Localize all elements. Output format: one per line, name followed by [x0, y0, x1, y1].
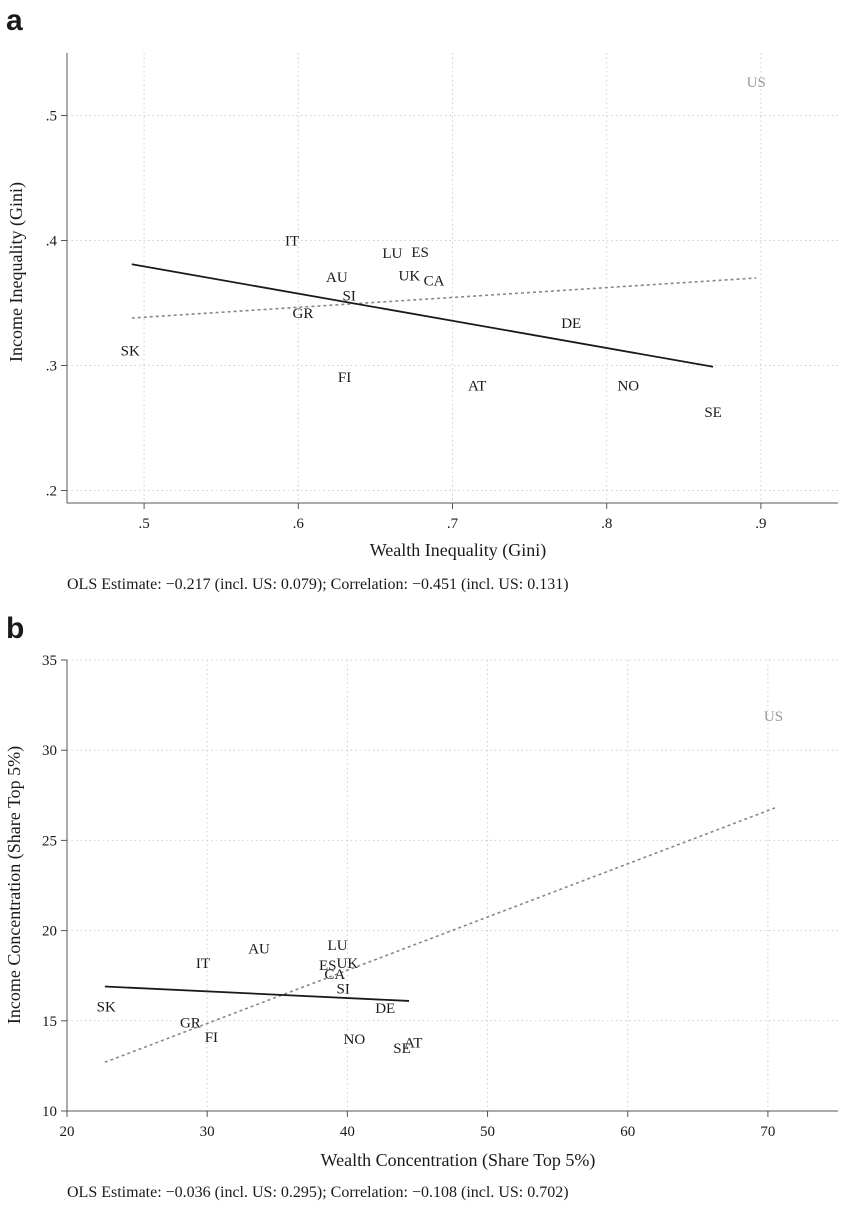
x-tick-label: .7: [447, 516, 459, 532]
point-label-ca: CA: [424, 274, 445, 290]
y-tick-label: 15: [42, 1014, 57, 1030]
x-tick-label: 60: [620, 1124, 635, 1140]
panel-b: b 20 30 40 50 60 70 10 15 20 25 30 35 US LU AU IT ES UKC…: [4, 612, 838, 1201]
y-tick-label: 35: [42, 653, 57, 669]
panel-a-axes: .5 .6 .7 .8 .9 .2 .3 .4 .5: [46, 53, 838, 532]
panel-a-grid: [67, 53, 838, 503]
point-label-lu: LU: [382, 246, 402, 262]
panel-b-ols-note: OLS Estimate: −0.036 (incl. US: 0.295); …: [67, 1184, 569, 1201]
panel-a-ols-note: OLS Estimate: −0.217 (incl. US: 0.079); …: [67, 576, 569, 593]
fit-line-excl-us: [104, 985, 410, 1002]
panel-b-grid: [66, 659, 838, 1112]
panel-b-fit-lines: [104, 807, 776, 1064]
point-label-uk: UK: [337, 956, 359, 972]
y-tick-label: 25: [42, 833, 57, 849]
point-label-si: SI: [343, 289, 356, 305]
point-label-es: ES: [319, 958, 337, 974]
panel-a: a .5 .6 .7 .8 .9 .2 .3 .4 .5 US IT LU ES AU UK CA SI GR D…: [6, 4, 838, 593]
point-label-at: AT: [404, 1035, 422, 1051]
point-label-sk: SK: [97, 999, 116, 1015]
y-tick-label: .5: [46, 109, 57, 125]
point-label-ca: CA: [324, 967, 345, 983]
x-tick-label: 70: [760, 1124, 775, 1140]
x-tick-label: .5: [138, 516, 149, 532]
x-tick-label: 20: [60, 1124, 75, 1140]
panel-a-letter: a: [6, 4, 23, 37]
panel-b-y-axis-title: Income Concentration (Share Top 5%): [4, 746, 25, 1024]
y-tick-label: .2: [46, 484, 57, 500]
point-label-us: US: [747, 75, 766, 91]
point-label-gr: GR: [293, 306, 314, 322]
point-label-se: SE: [704, 405, 722, 421]
y-tick-label: .3: [46, 359, 57, 375]
point-label-au: AU: [248, 942, 270, 958]
panel-a-fit-lines: [131, 263, 757, 368]
panel-a-x-axis-title: Wealth Inequality (Gini): [370, 540, 547, 561]
point-label-au: AU: [326, 270, 348, 286]
fit-line-incl-us: [131, 277, 757, 319]
point-label-us: US: [764, 709, 783, 725]
point-label-se: SE: [393, 1041, 411, 1057]
point-label-lu: LU: [328, 938, 348, 954]
fit-line-incl-us: [104, 807, 776, 1064]
point-label-it: IT: [196, 956, 210, 972]
x-tick-label: .8: [601, 516, 612, 532]
x-tick-label: 30: [200, 1124, 215, 1140]
point-label-de: DE: [375, 1001, 395, 1017]
point-label-no: NO: [344, 1032, 366, 1048]
point-label-fi: FI: [338, 370, 351, 386]
x-tick-label: .6: [293, 516, 305, 532]
point-label-es: ES: [411, 245, 429, 261]
y-tick-label: 30: [42, 743, 57, 759]
y-tick-label: .4: [46, 234, 58, 250]
y-tick-label: 20: [42, 924, 57, 940]
panel-a-y-axis-title: Income Inequality (Gini): [6, 182, 27, 362]
point-label-uk: UK: [398, 269, 420, 285]
point-label-de: DE: [561, 316, 581, 332]
x-tick-label: 40: [340, 1124, 355, 1140]
point-label-fi: FI: [205, 1030, 218, 1046]
fit-line-excl-us: [131, 263, 714, 368]
point-label-at: AT: [468, 379, 486, 395]
point-label-gr: GR: [180, 1016, 201, 1032]
panel-b-axes: 20 30 40 50 60 70 10 15 20 25 30 35: [42, 653, 838, 1140]
panel-a-point-labels: US IT LU ES AU UK CA SI GR DE SK FI AT NO SE: [121, 75, 766, 421]
panel-b-x-axis-title: Wealth Concentration (Share Top 5%): [321, 1150, 596, 1171]
point-label-no: NO: [617, 379, 639, 395]
x-tick-label: .9: [755, 516, 766, 532]
point-label-sk: SK: [121, 344, 140, 360]
y-tick-label: 10: [42, 1104, 57, 1120]
panel-b-letter: b: [6, 612, 24, 645]
point-label-it: IT: [285, 234, 299, 250]
point-label-si: SI: [336, 981, 349, 997]
x-tick-label: 50: [480, 1124, 495, 1140]
